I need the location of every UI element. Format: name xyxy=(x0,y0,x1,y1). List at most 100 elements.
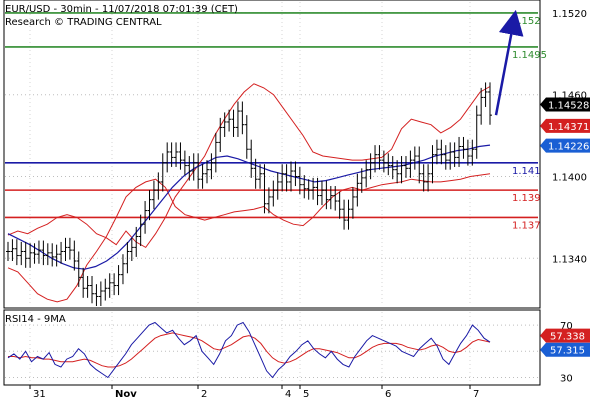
candle xyxy=(160,153,165,192)
candle xyxy=(23,241,28,268)
time-gridlines xyxy=(29,2,471,384)
candle xyxy=(235,101,240,137)
candle xyxy=(156,172,161,200)
price-tag-label: 1.14371 xyxy=(548,122,589,133)
candle xyxy=(19,241,24,266)
price-tag: 1.14371 xyxy=(540,118,590,133)
candle xyxy=(147,190,152,221)
candle xyxy=(28,243,33,268)
candle xyxy=(266,187,271,214)
candle xyxy=(368,153,373,180)
candle xyxy=(355,173,360,207)
level-label: 1.137 xyxy=(512,220,541,231)
candle xyxy=(165,142,170,173)
price-tick-label: 1.1460 xyxy=(552,91,587,102)
time-tick-label: Nov xyxy=(115,389,137,400)
candle xyxy=(488,82,492,125)
candle xyxy=(346,199,351,230)
rsi-gridlines xyxy=(5,324,538,378)
rsi-panel-frame xyxy=(3,309,541,386)
candle xyxy=(474,105,479,159)
candle xyxy=(284,164,289,192)
candle xyxy=(231,109,236,137)
level-label: 1.152 xyxy=(512,16,541,27)
candle xyxy=(67,237,72,260)
candle xyxy=(289,161,294,192)
candle xyxy=(129,237,134,262)
candle xyxy=(41,240,46,266)
candle xyxy=(200,164,205,189)
candle xyxy=(76,251,81,287)
candle xyxy=(169,142,174,167)
candle xyxy=(63,237,68,262)
candlestick-series xyxy=(6,82,492,306)
rsi-tick-label: 70 xyxy=(560,321,573,332)
candle xyxy=(213,132,218,173)
price-tag: 1.14528 xyxy=(540,97,590,112)
candle xyxy=(465,139,470,166)
candle xyxy=(36,240,41,264)
candle xyxy=(359,168,364,193)
time-axis: 31 Nov 2 4 5 6 7 xyxy=(29,385,479,400)
time-tick-label: 4 xyxy=(285,389,291,400)
candle xyxy=(306,179,311,200)
level-label: 1.141 xyxy=(512,166,541,177)
candle xyxy=(319,180,324,206)
candle xyxy=(258,164,263,189)
candle xyxy=(50,243,55,267)
candle xyxy=(483,82,488,107)
candle xyxy=(293,161,298,187)
candle xyxy=(479,87,484,125)
price-tag-label: 1.14226 xyxy=(548,142,589,153)
candle xyxy=(350,187,355,219)
candle xyxy=(426,164,431,192)
candle xyxy=(297,166,302,195)
rsi-tag-label: 57.315 xyxy=(550,346,585,357)
candle xyxy=(377,145,382,170)
candle xyxy=(324,180,329,210)
candle xyxy=(430,145,435,184)
candle xyxy=(204,160,209,184)
bollinger-lower-line xyxy=(7,173,491,303)
candle xyxy=(125,241,130,274)
price-tag-label: 1.14528 xyxy=(548,101,589,112)
candle xyxy=(457,136,462,167)
candle xyxy=(143,201,148,234)
price-tag-box xyxy=(540,118,590,133)
candle xyxy=(45,243,50,266)
candle xyxy=(280,164,285,192)
candle xyxy=(253,158,258,189)
price-tags: 1.14528 1.14371 1.14226 xyxy=(540,97,590,153)
candle xyxy=(373,145,378,173)
candle xyxy=(209,153,214,180)
candle xyxy=(81,267,86,298)
candle xyxy=(32,243,37,264)
candle xyxy=(227,109,232,132)
rsi-line xyxy=(7,321,491,379)
candle xyxy=(244,115,249,159)
candle xyxy=(311,177,316,200)
projection-arrow-line xyxy=(494,9,524,116)
candle xyxy=(174,142,179,167)
candle xyxy=(448,142,453,170)
candle xyxy=(315,177,320,206)
candle xyxy=(342,199,347,230)
candle xyxy=(408,150,413,178)
candle xyxy=(412,146,417,170)
rsi-tag: 57.338 xyxy=(540,328,590,343)
candle xyxy=(302,175,307,199)
candle xyxy=(72,240,77,271)
price-tick-label: 1.1520 xyxy=(552,9,587,20)
price-tick-label: 1.1340 xyxy=(552,254,587,265)
rsi-tag: 57.315 xyxy=(540,342,590,357)
time-tick-label: 31 xyxy=(33,389,46,400)
candle xyxy=(94,284,99,306)
candle xyxy=(196,153,201,189)
candle xyxy=(470,139,475,166)
candle xyxy=(103,278,108,301)
candle xyxy=(138,214,143,247)
rsi-tag-box xyxy=(540,342,590,357)
candle xyxy=(107,273,112,298)
chart-title: EUR/USD - 30min - 11/07/2018 07:01:39 (C… xyxy=(5,4,238,15)
